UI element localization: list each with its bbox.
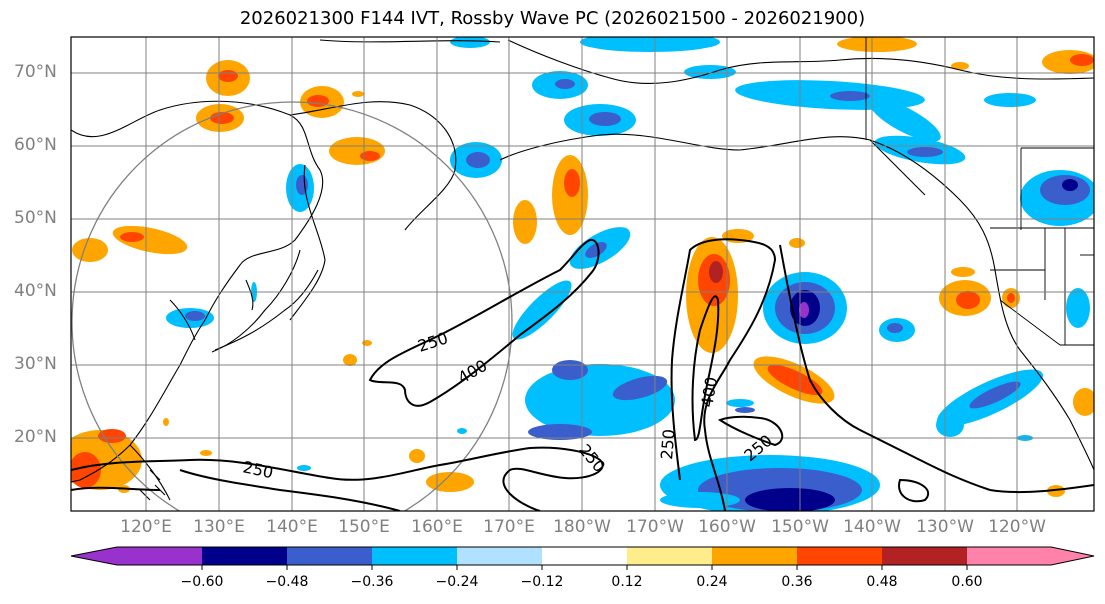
lon-label: 180°W <box>553 517 611 537</box>
colorbar-segment <box>542 547 627 565</box>
lon-label: 130°W <box>916 517 974 537</box>
colorbar-segment <box>287 547 372 565</box>
colorbar-segment <box>882 547 967 565</box>
region-circle <box>71 101 513 511</box>
lat-label: 40°N <box>14 281 57 301</box>
colorbar-tick-label: 0.12 <box>611 574 643 590</box>
colorbar-segment <box>797 547 882 565</box>
colorbar-segment <box>712 547 797 565</box>
map-frame <box>70 36 1095 512</box>
positive-anomalies <box>71 37 1094 497</box>
page-title: 2026021300 F144 IVT, Rossby Wave PC (202… <box>239 8 866 29</box>
colorbar-tick-label: 0.24 <box>696 574 728 590</box>
colorbar-tick-label: −0.60 <box>180 574 224 590</box>
lon-label: 140°W <box>843 517 901 537</box>
colorbar-segment <box>372 547 457 565</box>
colorbar-segment <box>967 547 1051 565</box>
colorbar-tick-label: 0.60 <box>951 574 983 590</box>
lon-label: 140°E <box>266 517 318 537</box>
colorbar-min-extend <box>71 547 117 565</box>
lon-label: 150°E <box>338 517 390 537</box>
negative-anomalies <box>166 37 1094 511</box>
colorbar-tick-label: −0.12 <box>520 574 564 590</box>
colorbar-tick-label: 0.36 <box>781 574 813 590</box>
colorbar-segment <box>457 547 542 565</box>
lat-label: 30°N <box>14 354 57 374</box>
colorbar-outline <box>70 546 1095 566</box>
colorbar-tick-label: −0.24 <box>435 574 479 590</box>
lat-label: 20°N <box>14 427 57 447</box>
political-boundaries <box>865 37 1094 346</box>
lat-label: 50°N <box>14 208 57 228</box>
lon-label: 160°W <box>698 517 756 537</box>
gridlines <box>71 37 1094 511</box>
colorbar-tick-label: 0.48 <box>866 574 898 590</box>
lat-label: 60°N <box>14 135 57 155</box>
lon-label: 170°E <box>483 517 535 537</box>
lon-label: 120°W <box>988 517 1046 537</box>
colorbar-max-extend <box>1051 547 1094 565</box>
colorbar-segment <box>627 547 712 565</box>
rossby-wave-pc-shading <box>71 37 1094 511</box>
colorbar-tick-label: −0.36 <box>350 574 394 590</box>
colorbar-tick-label: −0.48 <box>265 574 309 590</box>
lon-label: 130°E <box>193 517 245 537</box>
colorbar <box>70 546 1095 570</box>
lon-label: 160°E <box>411 517 463 537</box>
colorbar-segment <box>117 547 202 565</box>
lon-label: 120°E <box>120 517 172 537</box>
lon-label: 150°W <box>771 517 829 537</box>
lon-label: 170°W <box>626 517 684 537</box>
ivt-contours <box>71 238 1094 511</box>
ivt-contour-label: 250 <box>657 428 679 460</box>
lat-label: 70°N <box>14 62 57 82</box>
colorbar-segment <box>202 547 287 565</box>
coastlines <box>71 39 1094 501</box>
